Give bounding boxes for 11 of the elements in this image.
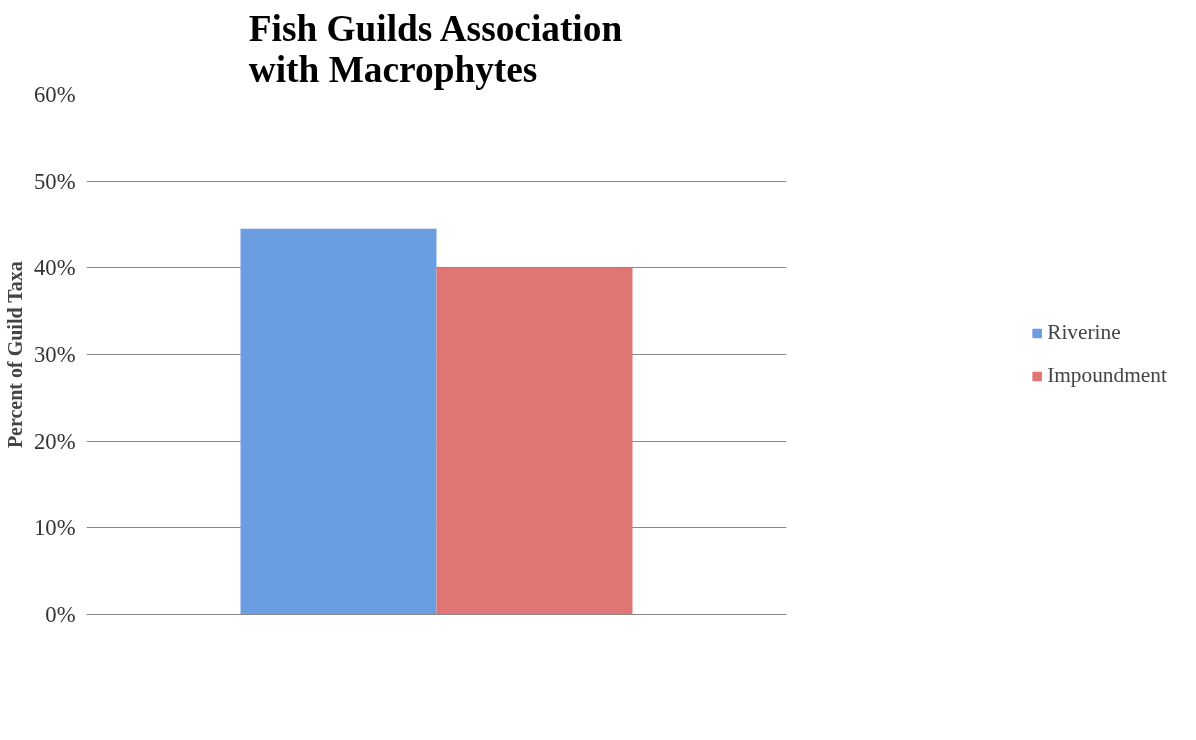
y-tick-label: 30% [33,342,76,367]
y-tick-label: 50% [33,168,76,194]
y-tick-label: 40% [33,255,76,281]
y-tick-label: 20% [33,428,76,454]
y-axis-title: Percent of Guild Taxa [3,261,26,449]
y-tick-label: 10% [33,515,76,541]
legend-label: Impoundment [1047,363,1167,388]
y-tick-label: 60% [33,82,76,107]
y-tick-label: 0% [45,602,76,627]
legend-label: Riverine [1047,320,1121,345]
chart-title: Fish Guilds Association with Macrophytes [248,7,623,90]
